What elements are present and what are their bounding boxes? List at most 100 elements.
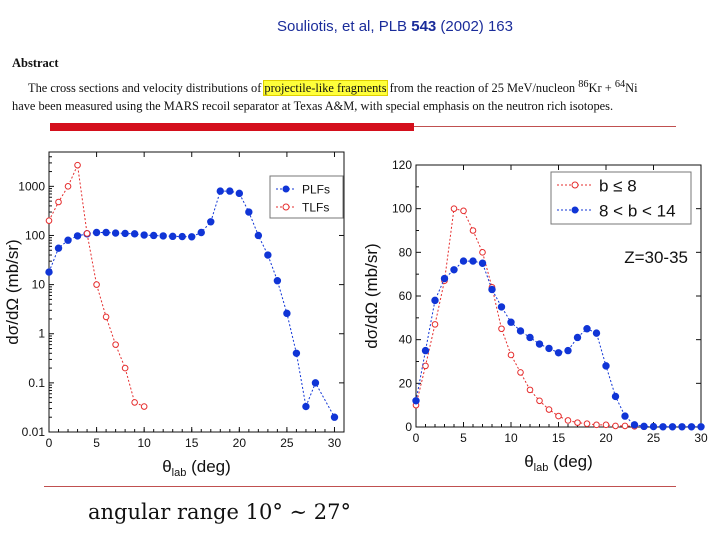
x-tick-label: 0 — [413, 431, 420, 445]
y-tick-label: 40 — [399, 333, 413, 347]
x-tick-label: 25 — [280, 436, 294, 450]
red-divider-bar — [50, 123, 414, 131]
data-point — [507, 318, 515, 326]
chart-2: 0 5 10 15 20 25 30 0 20 40 60 80 100 120 dσ/dΩ (mb/sr)… — [362, 158, 708, 474]
y-tick-label: 0.01 — [22, 425, 46, 439]
legend-label: b ≤ 8 — [599, 176, 637, 195]
data-point — [245, 208, 253, 216]
data-point — [450, 205, 458, 212]
data-point — [602, 362, 610, 370]
data-point — [226, 187, 234, 195]
z-range-annotation: Z=30-35 — [624, 248, 688, 267]
data-point — [283, 309, 291, 318]
data-point — [554, 349, 563, 357]
legend-box — [550, 171, 692, 225]
y-tick-label: 1000 — [18, 179, 45, 193]
y-tick-label: 20 — [399, 376, 413, 390]
data-point — [273, 277, 282, 285]
abstract-heading: Abstract — [12, 56, 59, 70]
abstract-line1-mid: from the reaction of 25 MeV/nucleon — [386, 81, 579, 96]
x-tick-label: 5 — [460, 431, 467, 445]
y-tick-label: 60 — [399, 289, 413, 303]
data-point — [545, 344, 553, 353]
x-tick-label: 15 — [185, 436, 199, 450]
legend-label: PLFs — [302, 183, 330, 197]
data-point — [264, 251, 272, 259]
data-point — [459, 257, 468, 265]
x-tick-label: 20 — [233, 436, 247, 450]
data-point — [121, 229, 129, 238]
data-point — [131, 399, 138, 406]
kr-mass-number: 86 — [578, 79, 589, 90]
x-axis-label: θlab (deg) — [524, 452, 593, 474]
x-tick-label: 10 — [504, 431, 518, 445]
data-point — [612, 422, 619, 430]
data-point — [668, 423, 677, 431]
data-point — [311, 379, 320, 387]
data-point — [130, 230, 139, 238]
data-point — [45, 217, 53, 224]
x-tick-label: 0 — [46, 436, 53, 450]
data-point — [450, 266, 458, 274]
y-tick-label: 100 — [392, 202, 412, 216]
x-tick-label: 30 — [328, 436, 342, 450]
abstract-line-2: have been measured using the MARS recoil… — [12, 99, 614, 114]
data-point — [92, 228, 101, 237]
y-tick-label: 120 — [392, 158, 412, 172]
chart-1: 0 5 10 15 20 25 30 0.01 0.1 1 10 100 1000 dσ/dΩ (mb/s… — [3, 151, 345, 479]
data-point — [55, 198, 62, 206]
data-point — [102, 313, 110, 321]
data-point — [73, 232, 82, 240]
data-point — [121, 364, 129, 372]
x-tick-label: 15 — [552, 431, 566, 445]
data-point — [412, 397, 420, 405]
data-point — [507, 351, 515, 359]
data-point — [574, 419, 581, 426]
data-point — [421, 346, 430, 355]
data-point — [254, 231, 263, 240]
data-point — [45, 268, 53, 276]
citation: Souliotis, et al, PLB 543 (2002) 163 — [0, 18, 720, 35]
data-point — [498, 325, 505, 333]
data-point — [159, 232, 167, 240]
data-point — [555, 412, 562, 420]
data-point — [216, 187, 224, 195]
abstract-line1-before: The cross sections and velocity distribu… — [28, 81, 265, 96]
data-point — [488, 285, 496, 294]
data-point — [178, 232, 186, 241]
x-label-sub: lab — [534, 462, 549, 474]
data-point — [112, 341, 119, 348]
y-tick-label: 1 — [38, 327, 45, 341]
data-point — [573, 333, 582, 342]
x-label-unit: (deg) — [548, 452, 592, 471]
data-point — [678, 423, 686, 431]
kr-symbol: Kr — [588, 81, 602, 96]
data-point — [469, 227, 477, 234]
x-label-sub: lab — [172, 467, 187, 479]
data-point — [536, 397, 543, 405]
legend-label: 8 < b < 14 — [599, 201, 676, 220]
data-point — [630, 421, 639, 429]
data-point — [431, 296, 439, 305]
data-point — [169, 232, 177, 241]
data-point — [478, 259, 487, 267]
data-point — [564, 417, 572, 424]
x-label-main: θ — [524, 452, 533, 471]
data-point — [431, 321, 439, 328]
data-point — [102, 228, 110, 237]
legend-marker — [282, 185, 290, 193]
data-point — [469, 257, 477, 265]
ni-mass-number: 64 — [614, 79, 626, 90]
x-axis-label: θlab (deg) — [162, 457, 231, 479]
y-axis-label: dσ/dΩ (mb/sr) — [3, 239, 22, 344]
x-tick-label: 20 — [599, 431, 613, 445]
data-point — [149, 231, 158, 240]
data-point — [592, 329, 601, 337]
data-point — [659, 423, 667, 431]
y-tick-label: 0.1 — [28, 376, 45, 390]
legend-marker — [571, 206, 579, 214]
data-point — [517, 369, 524, 376]
series-line-1 — [48, 190, 335, 418]
data-point — [611, 392, 620, 401]
